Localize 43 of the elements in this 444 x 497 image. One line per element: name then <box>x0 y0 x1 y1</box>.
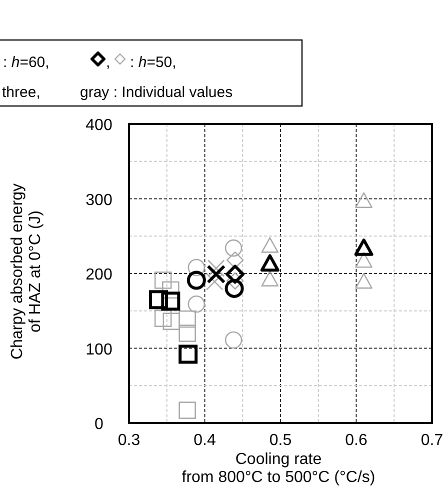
text: gray : Individual values <box>80 84 233 101</box>
point <box>154 310 172 327</box>
point <box>261 270 279 286</box>
point <box>162 312 180 330</box>
point <box>226 251 244 269</box>
text: : h=60, <box>3 54 50 71</box>
point <box>354 238 374 256</box>
point <box>355 273 372 289</box>
point <box>178 324 196 342</box>
point <box>188 295 206 313</box>
text: three, <box>2 84 40 101</box>
y-tick-label: 200 <box>86 266 112 284</box>
point <box>154 272 172 289</box>
y-tick-label: 0 <box>94 416 104 433</box>
point <box>224 239 242 257</box>
point <box>161 292 180 311</box>
point <box>186 270 206 290</box>
point <box>261 237 279 253</box>
point <box>178 310 196 328</box>
text: : h=50, <box>130 54 176 71</box>
y-tick-label: 100 <box>86 341 112 358</box>
x-tick-label: 0.4 <box>194 432 216 449</box>
point <box>224 331 242 349</box>
y-axis-title: Charpy absorbed energy of HAZ at 0°C (J) <box>9 183 44 360</box>
y-tick-label: 400 <box>86 117 112 134</box>
point <box>226 272 244 290</box>
point <box>188 258 206 276</box>
x-tick-label: 0.6 <box>345 432 368 449</box>
x-tick-label: 0.5 <box>269 432 292 449</box>
text: , <box>106 54 110 71</box>
point <box>206 264 226 284</box>
point <box>355 252 372 268</box>
point <box>355 192 372 208</box>
x-tick-label: 0.7 <box>420 432 444 449</box>
point <box>226 264 245 284</box>
point <box>149 290 168 310</box>
point <box>224 278 244 298</box>
y-tick-label: 300 <box>86 192 112 209</box>
point <box>178 402 196 419</box>
point <box>178 344 198 364</box>
x-axis-title: Cooling rate from 800°C to 500°C (°C/s) <box>182 451 376 486</box>
x-tick-label: 0.3 <box>118 432 140 449</box>
point <box>260 254 280 272</box>
